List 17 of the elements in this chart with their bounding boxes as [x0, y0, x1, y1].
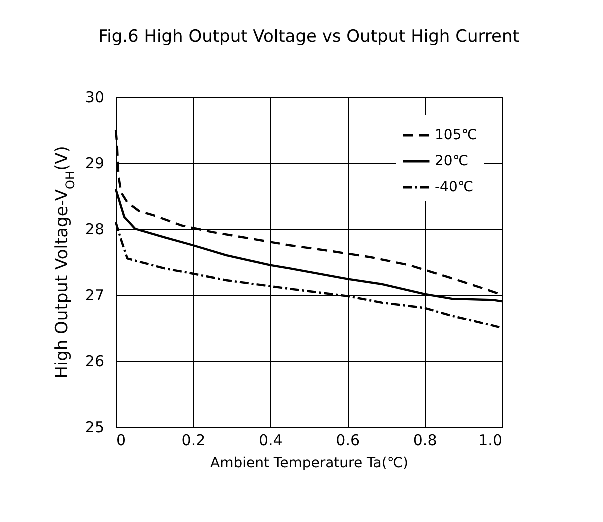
y-tick-label: 28 [85, 220, 104, 238]
x-tick-label: 1.0 [478, 432, 502, 450]
x-tick-label: 0.6 [336, 432, 360, 450]
y-tick-label: 27 [85, 286, 104, 304]
x-tick-label: 0 [116, 432, 126, 450]
chart-title: Fig.6 High Output Voltage vs Output High Current [98, 27, 520, 47]
legend-label: 20℃ [435, 154, 469, 170]
x-tick-label: 0.2 [182, 432, 206, 450]
y-tick-label: 29 [85, 154, 104, 172]
x-axis-title: Ambient Temperature Ta(℃) [210, 456, 409, 472]
legend-label: -40℃ [435, 180, 474, 196]
y-tick-label: 30 [85, 88, 104, 106]
y-tick-label: 25 [85, 418, 104, 436]
legend-label: 105℃ [435, 128, 478, 144]
x-tick-label: 0.8 [413, 432, 438, 450]
x-tick-label: 0.4 [258, 432, 283, 450]
y-tick-label: 26 [85, 352, 104, 370]
